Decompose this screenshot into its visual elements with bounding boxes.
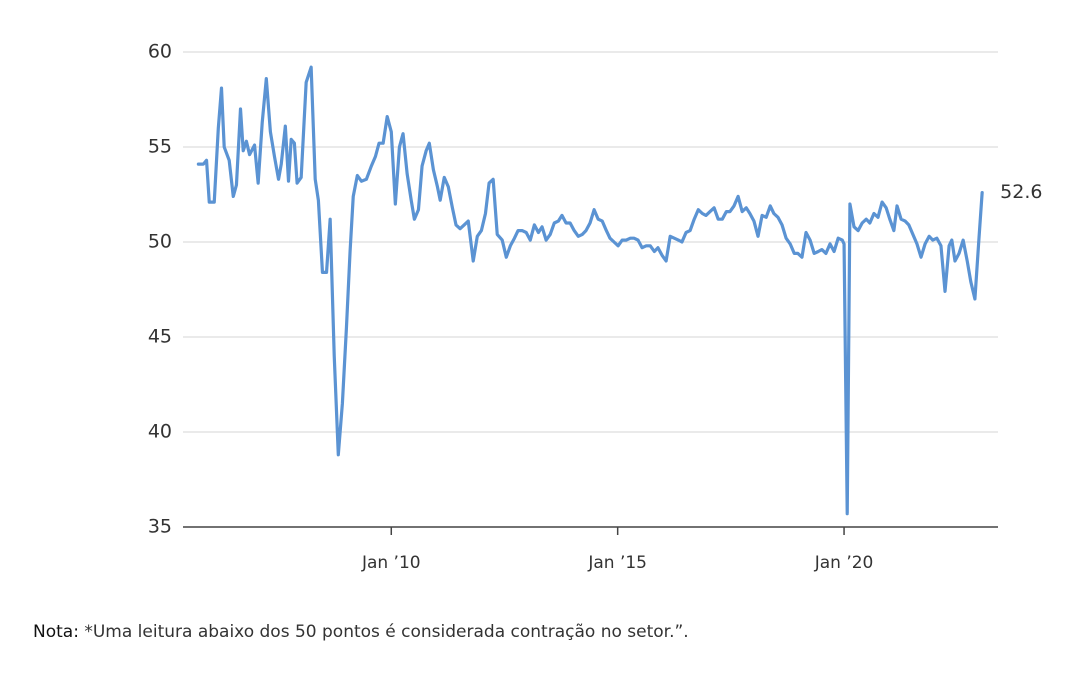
chart: 35 40 45 50 55 60 Jan ’10 Jan ’15 Jan ’20 52.6 xyxy=(148,41,1043,574)
x-tick-label: Jan ’15 xyxy=(587,553,647,573)
note-text: *Uma leitura abaixo dos 50 pontos é cons… xyxy=(84,622,689,642)
y-tick-label: 50 xyxy=(148,231,172,253)
note: Nota: *Uma leitura abaixo dos 50 pontos … xyxy=(33,622,689,642)
x-tick-label: Jan ’20 xyxy=(814,553,874,573)
x-tick-label: Jan ’10 xyxy=(361,553,421,573)
note-label: Nota: xyxy=(33,622,79,642)
y-tick-label: 55 xyxy=(148,136,172,158)
end-value-label: 52.6 xyxy=(1000,181,1042,203)
y-tick-label: 45 xyxy=(148,326,172,348)
y-tick-label: 40 xyxy=(148,421,172,443)
y-tick-label: 35 xyxy=(148,516,172,538)
line xyxy=(196,65,984,516)
y-tick-label: 60 xyxy=(148,41,172,63)
